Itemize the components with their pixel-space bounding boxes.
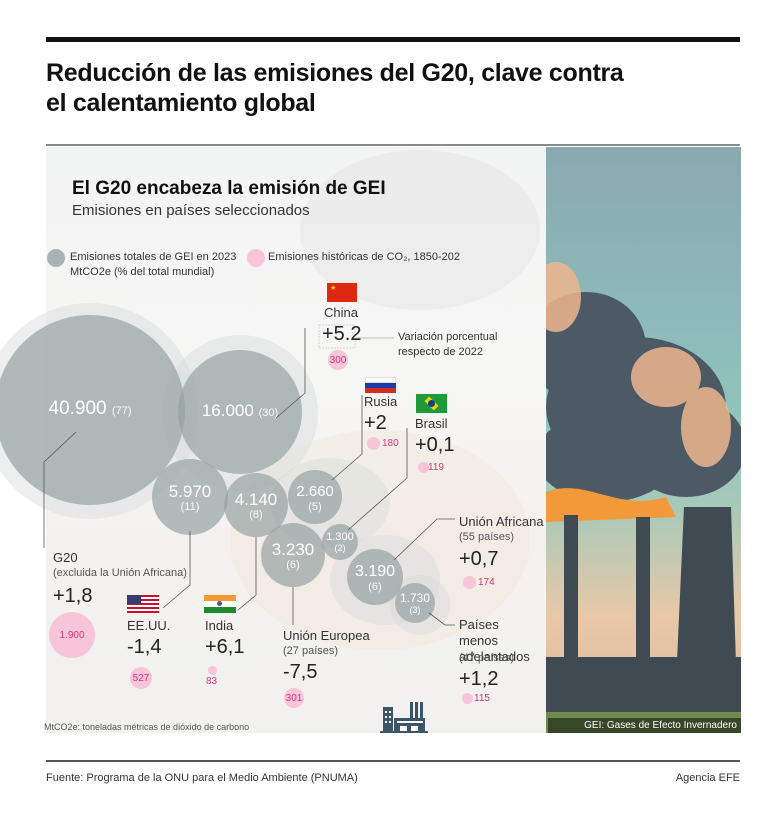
photo-caption: GEI: Gases de Efecto Invernadero bbox=[548, 718, 741, 733]
factory-icon bbox=[380, 702, 428, 733]
flag-brazil-icon bbox=[416, 394, 447, 413]
bubble-g20: 40.900 (77) bbox=[0, 315, 185, 505]
historical-rusia-dot bbox=[367, 437, 380, 450]
label-eeuu: EE.UU. bbox=[127, 618, 171, 633]
detail-ue: (27 países) bbox=[283, 645, 339, 657]
label-india: India bbox=[205, 618, 234, 633]
bubble-share: (8) bbox=[249, 508, 263, 521]
historical-eeuu: 527 bbox=[130, 667, 152, 689]
historical-pma: 115 bbox=[474, 693, 490, 704]
legend-gray-line-2: MtCO2e (% del total mundial) bbox=[70, 266, 215, 278]
legend-pink-dot bbox=[247, 249, 265, 267]
bubble-value: 1.730 bbox=[399, 590, 431, 605]
label-rusia: Rusia bbox=[364, 394, 398, 409]
bubble-value: 4.140 bbox=[234, 489, 278, 509]
variation-ua: +0,7 bbox=[459, 548, 499, 570]
bubble-share: (77) bbox=[111, 405, 132, 417]
variation-eeuu: -1,4 bbox=[127, 636, 162, 658]
flag-india-icon bbox=[204, 595, 236, 613]
bubble-value: 16.000 bbox=[201, 401, 254, 420]
variation-note: Variación porcentual respecto de 2022 bbox=[398, 330, 497, 360]
legend-gray-dot bbox=[47, 249, 65, 267]
variation-pma: +1,2 bbox=[459, 668, 499, 690]
bubble-value: 3.190 bbox=[354, 562, 396, 580]
footer-divider bbox=[46, 760, 740, 762]
bubble-share: (2) bbox=[334, 543, 346, 553]
legend-gray-label: Emisiones totales de GEI en 2023 MtCO2e … bbox=[70, 250, 236, 280]
historical-pma-dot bbox=[462, 693, 473, 704]
smokestack-photo bbox=[546, 147, 741, 733]
variation-india: +6,1 bbox=[205, 636, 245, 658]
legend-gray-line-1: Emisiones totales de GEI en 2023 bbox=[70, 251, 237, 263]
bubble-share: (11) bbox=[180, 500, 200, 513]
historical-india-dot bbox=[208, 666, 217, 675]
headline: Reducción de las emisiones del G20, clav… bbox=[46, 58, 736, 118]
detail-pma: (47 países) bbox=[459, 652, 515, 664]
label-brasil: Brasil bbox=[415, 416, 448, 431]
variation-ue: -7,5 bbox=[283, 661, 318, 683]
variation-rusia: +2 bbox=[364, 412, 387, 434]
variation-note-line-1: Variación porcentual bbox=[398, 331, 498, 343]
headline-line-1: Reducción de las emisiones del G20, clav… bbox=[46, 59, 624, 87]
bubble-value: 5.970 bbox=[168, 481, 212, 501]
bubble-value: 2.660 bbox=[296, 482, 334, 500]
historical-brasil: 119 bbox=[428, 462, 444, 473]
bubble-value: 40.900 bbox=[48, 398, 107, 419]
detail-g20: (excluida la Unión Africana) bbox=[53, 567, 187, 579]
historical-brasil-dot bbox=[418, 462, 429, 473]
chart-title: El G20 encabeza la emisión de GEI bbox=[72, 178, 386, 199]
bubble-share: (5) bbox=[308, 500, 322, 513]
historical-china: 300 bbox=[328, 350, 348, 370]
headline-line-2: el calentamiento global bbox=[46, 89, 316, 117]
label-ue: Unión Europea bbox=[283, 628, 370, 643]
flag-usa-icon bbox=[127, 595, 159, 613]
top-rule bbox=[46, 37, 740, 42]
historical-india: 83 bbox=[206, 676, 218, 687]
flag-russia-icon bbox=[365, 377, 396, 393]
detail-ua: (55 países) bbox=[459, 531, 515, 543]
source-text: Fuente: Programa de la ONU para el Medio… bbox=[46, 772, 358, 784]
bubble-value: 1.300 bbox=[326, 531, 354, 543]
variation-note-line-2: respecto de 2022 bbox=[398, 346, 484, 358]
agency-credit: Agencia EFE bbox=[675, 772, 740, 784]
legend-pink-label: Emisiones históricas de CO₂, 1850-202 bbox=[268, 251, 460, 263]
footnote: MtCO2e: toneladas métricas de dióxido de… bbox=[44, 722, 250, 732]
bubble-eeuu: 5.970 (11) bbox=[152, 459, 228, 535]
bubble-ua: 3.190 (6) bbox=[347, 549, 403, 605]
bubble-share: (6) bbox=[286, 558, 300, 571]
bubble-brasil: 1.300 (2) bbox=[322, 524, 358, 560]
bubble-china: 16.000 (30) bbox=[178, 350, 302, 474]
label-china: China bbox=[324, 305, 358, 320]
label-ua: Unión Africana bbox=[459, 514, 544, 529]
historical-ua: 174 bbox=[478, 577, 495, 588]
chart-subtitle: Emisiones en países seleccionados bbox=[72, 202, 310, 219]
variation-brasil: +0,1 bbox=[415, 434, 455, 456]
variation-china: +5.2 bbox=[322, 323, 362, 345]
bubble-value: 3.230 bbox=[271, 539, 315, 559]
historical-rusia: 180 bbox=[382, 438, 399, 449]
historical-ue: 301 bbox=[284, 688, 304, 708]
label-pma: Países menos adelantados bbox=[459, 617, 530, 664]
bubble-share: (3) bbox=[409, 604, 421, 615]
header-divider bbox=[46, 144, 740, 146]
bubble-ue: 3.230 (6) bbox=[261, 523, 325, 587]
flag-china-icon: ★ bbox=[327, 283, 357, 302]
label-g20: G20 bbox=[53, 550, 78, 565]
historical-g20: 1.900 bbox=[49, 612, 95, 658]
variation-g20: +1,8 bbox=[53, 585, 93, 607]
bubble-pma: 1.730 (3) bbox=[395, 583, 435, 623]
bubble-share: (30) bbox=[258, 407, 279, 419]
bubble-share: (6) bbox=[368, 580, 382, 593]
historical-ua-dot bbox=[463, 576, 476, 589]
